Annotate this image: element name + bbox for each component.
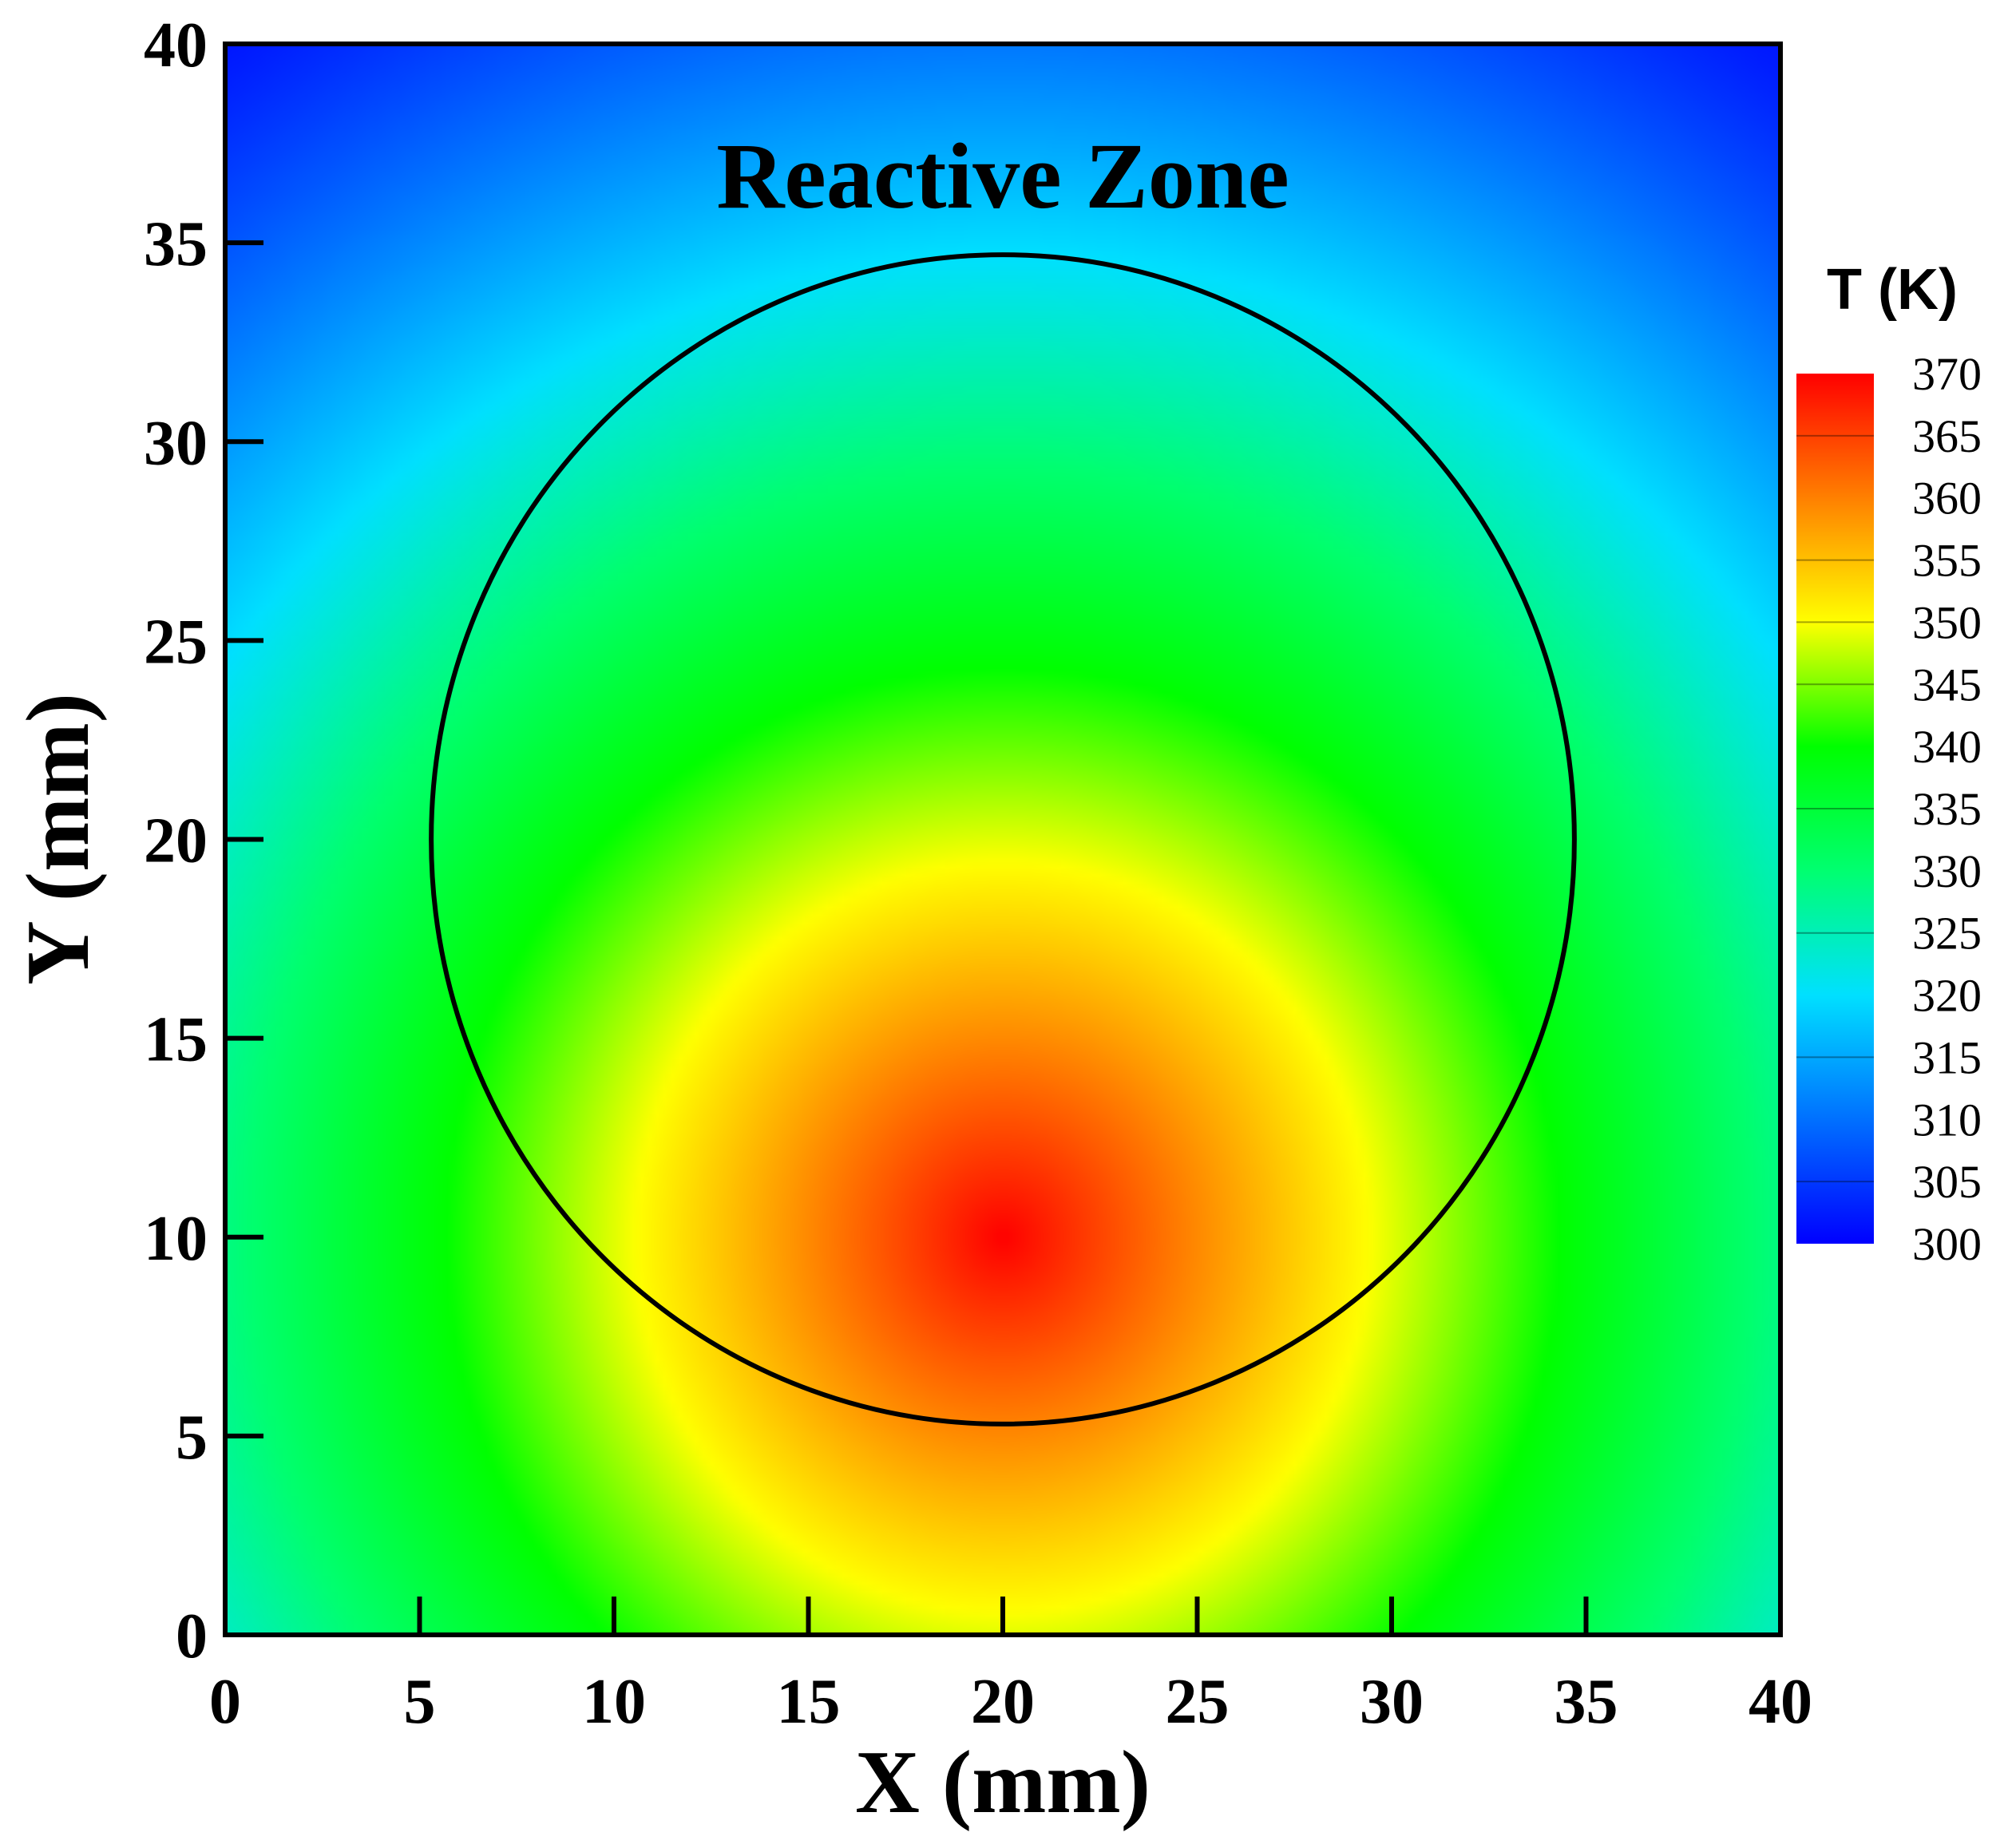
y-tick-label: 35 — [144, 209, 208, 279]
reactive-zone-label: Reactive Zone — [716, 124, 1289, 228]
temperature-field — [225, 44, 1780, 1635]
colorbar-tick-label: 340 — [1912, 721, 1982, 773]
y-tick-label: 30 — [144, 408, 208, 478]
colorbar-tick-label: 345 — [1912, 659, 1982, 710]
colorbar-tick-label: 370 — [1912, 348, 1982, 400]
x-tick-label: 15 — [777, 1667, 841, 1737]
colorbar-tick-label: 315 — [1912, 1031, 1982, 1083]
colorbar-tick-label: 335 — [1912, 783, 1982, 835]
y-tick-label: 25 — [144, 607, 208, 677]
x-tick-label: 40 — [1749, 1667, 1812, 1737]
x-tick-label: 0 — [209, 1667, 241, 1737]
colorbar-tick-label: 325 — [1912, 908, 1982, 960]
y-tick-label: 20 — [144, 806, 208, 877]
colorbar-labels: 370 365 360 355 350 345 340 335 330 325 320 315 310 3… — [1796, 348, 1982, 1270]
y-tick-label: 40 — [144, 10, 208, 81]
zone-boundary-circle — [429, 252, 1577, 1427]
x-tick-label: 20 — [971, 1667, 1035, 1737]
colorbar: T (K) 3703653603553503453403353303253203… — [1796, 258, 1982, 1270]
x-axis-title: X (mm) — [855, 1733, 1151, 1832]
x-tick-label: 5 — [404, 1667, 436, 1737]
y-tick-label: 15 — [144, 1005, 208, 1075]
plot-area: Reactive Zone — [223, 42, 1783, 1637]
colorbar-tick-label: 310 — [1912, 1094, 1982, 1146]
y-axis-title: Y (mm) — [9, 693, 108, 985]
x-tick-label: 35 — [1555, 1667, 1618, 1737]
x-tick-label: 30 — [1360, 1667, 1424, 1737]
colorbar-gradient — [1796, 374, 1874, 1244]
colorbar-tick-label: 305 — [1912, 1156, 1982, 1208]
y-tick-label: 0 — [176, 1601, 208, 1672]
colorbar-tick-label: 300 — [1912, 1218, 1982, 1270]
colorbar-tick-label: 320 — [1912, 970, 1982, 1022]
colorbar-tick-label: 330 — [1912, 845, 1982, 897]
x-tick-label: 25 — [1166, 1667, 1230, 1737]
x-tick-label: 10 — [582, 1667, 646, 1737]
colorbar-tick-label: 350 — [1912, 596, 1982, 648]
colorbar-tick-label: 355 — [1912, 535, 1982, 587]
colorbar-title: T (K) — [1827, 258, 1958, 322]
colorbar-tick-label: 360 — [1912, 473, 1982, 524]
axis-ticks: 0 5 10 15 20 25 30 35 40 0 5 10 15 20 25 30 35 40 — [144, 10, 1812, 1737]
y-tick-label: 5 — [176, 1403, 208, 1473]
colorbar-tick-label: 365 — [1912, 410, 1982, 462]
y-tick-label: 10 — [144, 1204, 208, 1274]
